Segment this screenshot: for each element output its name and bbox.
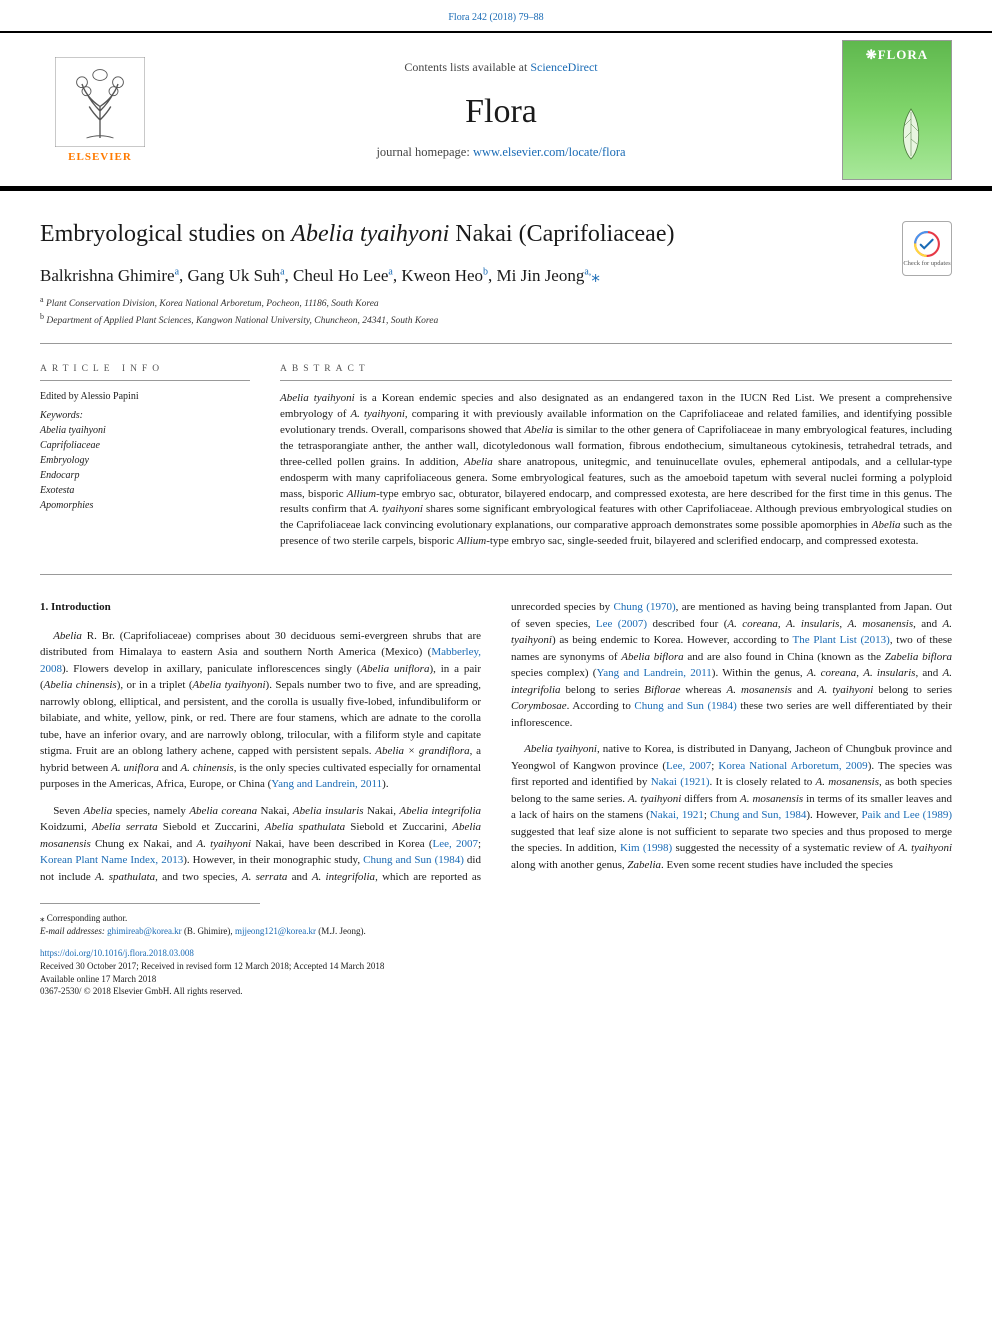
email-link[interactable]: ghimireab@korea.kr <box>107 926 182 936</box>
footer-divider <box>40 903 260 904</box>
info-abstract-row: ARTICLE INFO Edited by Alessio Papini Ke… <box>0 364 992 550</box>
title-post: Nakai (Caprifoliaceae) <box>449 221 674 247</box>
masthead-center: Contents lists available at ScienceDirec… <box>160 60 842 160</box>
available-online-line: Available online 17 March 2018 <box>40 973 952 986</box>
abstract-heading: ABSTRACT <box>280 364 952 374</box>
corresponding-author-note: ⁎ Corresponding author. <box>40 912 952 925</box>
journal-citation-top: Flora 242 (2018) 79–88 <box>0 0 992 31</box>
publisher-name: ELSEVIER <box>68 151 132 163</box>
contents-available-line: Contents lists available at ScienceDirec… <box>160 60 842 75</box>
section-heading: 1. Introduction <box>40 599 481 616</box>
article-body: 1. Introduction Abelia R. Br. (Caprifoli… <box>0 575 992 885</box>
footer: ⁎ Corresponding author. E-mail addresses… <box>0 903 992 1018</box>
crossmark-button[interactable]: Check for updates <box>902 221 952 276</box>
keyword-item: Exotesta <box>40 483 250 498</box>
title-species: Abelia tyaihyoni <box>291 221 449 247</box>
email-link[interactable]: mjjeong121@korea.kr <box>235 926 316 936</box>
elsevier-tree-icon <box>55 57 145 147</box>
sciencedirect-link[interactable]: ScienceDirect <box>530 60 597 74</box>
keyword-item: Abelia tyaihyoni <box>40 423 250 438</box>
keyword-item: Embryology <box>40 453 250 468</box>
keywords-list: Abelia tyaihyoniCaprifoliaceaeEmbryology… <box>40 423 250 513</box>
paragraph: Abelia tyaihyoni, native to Korea, is di… <box>511 741 952 873</box>
title-pre: Embryological studies on <box>40 221 291 247</box>
abstract-column: ABSTRACT Abelia tyaihyoni is a Korean en… <box>280 364 952 550</box>
editor-line: Edited by Alessio Papini <box>40 391 250 402</box>
abstract-divider <box>280 380 952 381</box>
affiliation-line: b Department of Applied Plant Sciences, … <box>40 311 952 328</box>
article-header: Embryological studies on Abelia tyaihyon… <box>0 191 992 329</box>
abstract-text: Abelia tyaihyoni is a Korean endemic spe… <box>280 391 952 550</box>
keyword-item: Endocarp <box>40 468 250 483</box>
author-list: Balkrishna Ghimirea, Gang Uk Suha, Cheul… <box>40 266 952 286</box>
copyright-line: 0367-2530/ © 2018 Elsevier GmbH. All rig… <box>40 985 952 998</box>
publisher-logo[interactable]: ELSEVIER <box>40 40 160 180</box>
homepage-prefix: journal homepage: <box>376 145 473 159</box>
paragraph: Abelia R. Br. (Caprifoliaceae) comprises… <box>40 628 481 793</box>
info-divider <box>40 380 250 381</box>
crossmark-icon <box>913 230 941 258</box>
article-info-column: ARTICLE INFO Edited by Alessio Papini Ke… <box>40 364 250 550</box>
masthead: ELSEVIER Contents lists available at Sci… <box>0 31 992 191</box>
journal-cover-title: ❋FLORA <box>866 47 928 63</box>
affiliation-line: a Plant Conservation Division, Korea Nat… <box>40 294 952 311</box>
journal-title: Flora <box>160 93 842 131</box>
keyword-item: Apomorphies <box>40 498 250 513</box>
doi-link[interactable]: https://doi.org/10.1016/j.flora.2018.03.… <box>40 948 194 958</box>
crossmark-label: Check for updates <box>903 260 950 267</box>
header-divider <box>40 343 952 344</box>
article-title: Embryological studies on Abelia tyaihyon… <box>40 221 952 248</box>
email-label: E-mail addresses: <box>40 926 105 936</box>
article-info-heading: ARTICLE INFO <box>40 364 250 374</box>
email-line: E-mail addresses: ghimireab@korea.kr (B.… <box>40 925 952 938</box>
leaf-icon <box>886 104 936 164</box>
journal-homepage-link[interactable]: www.elsevier.com/locate/flora <box>473 145 626 159</box>
keywords-label: Keywords: <box>40 410 250 421</box>
contents-prefix: Contents lists available at <box>404 60 530 74</box>
affiliations: a Plant Conservation Division, Korea Nat… <box>40 294 952 329</box>
body-paragraphs: Abelia R. Br. (Caprifoliaceae) comprises… <box>40 599 952 885</box>
journal-homepage-line: journal homepage: www.elsevier.com/locat… <box>160 145 842 160</box>
keyword-item: Caprifoliaceae <box>40 438 250 453</box>
journal-citation-link[interactable]: Flora 242 (2018) 79–88 <box>448 12 543 23</box>
received-line: Received 30 October 2017; Received in re… <box>40 960 952 973</box>
journal-cover-thumbnail[interactable]: ❋FLORA <box>842 40 952 180</box>
